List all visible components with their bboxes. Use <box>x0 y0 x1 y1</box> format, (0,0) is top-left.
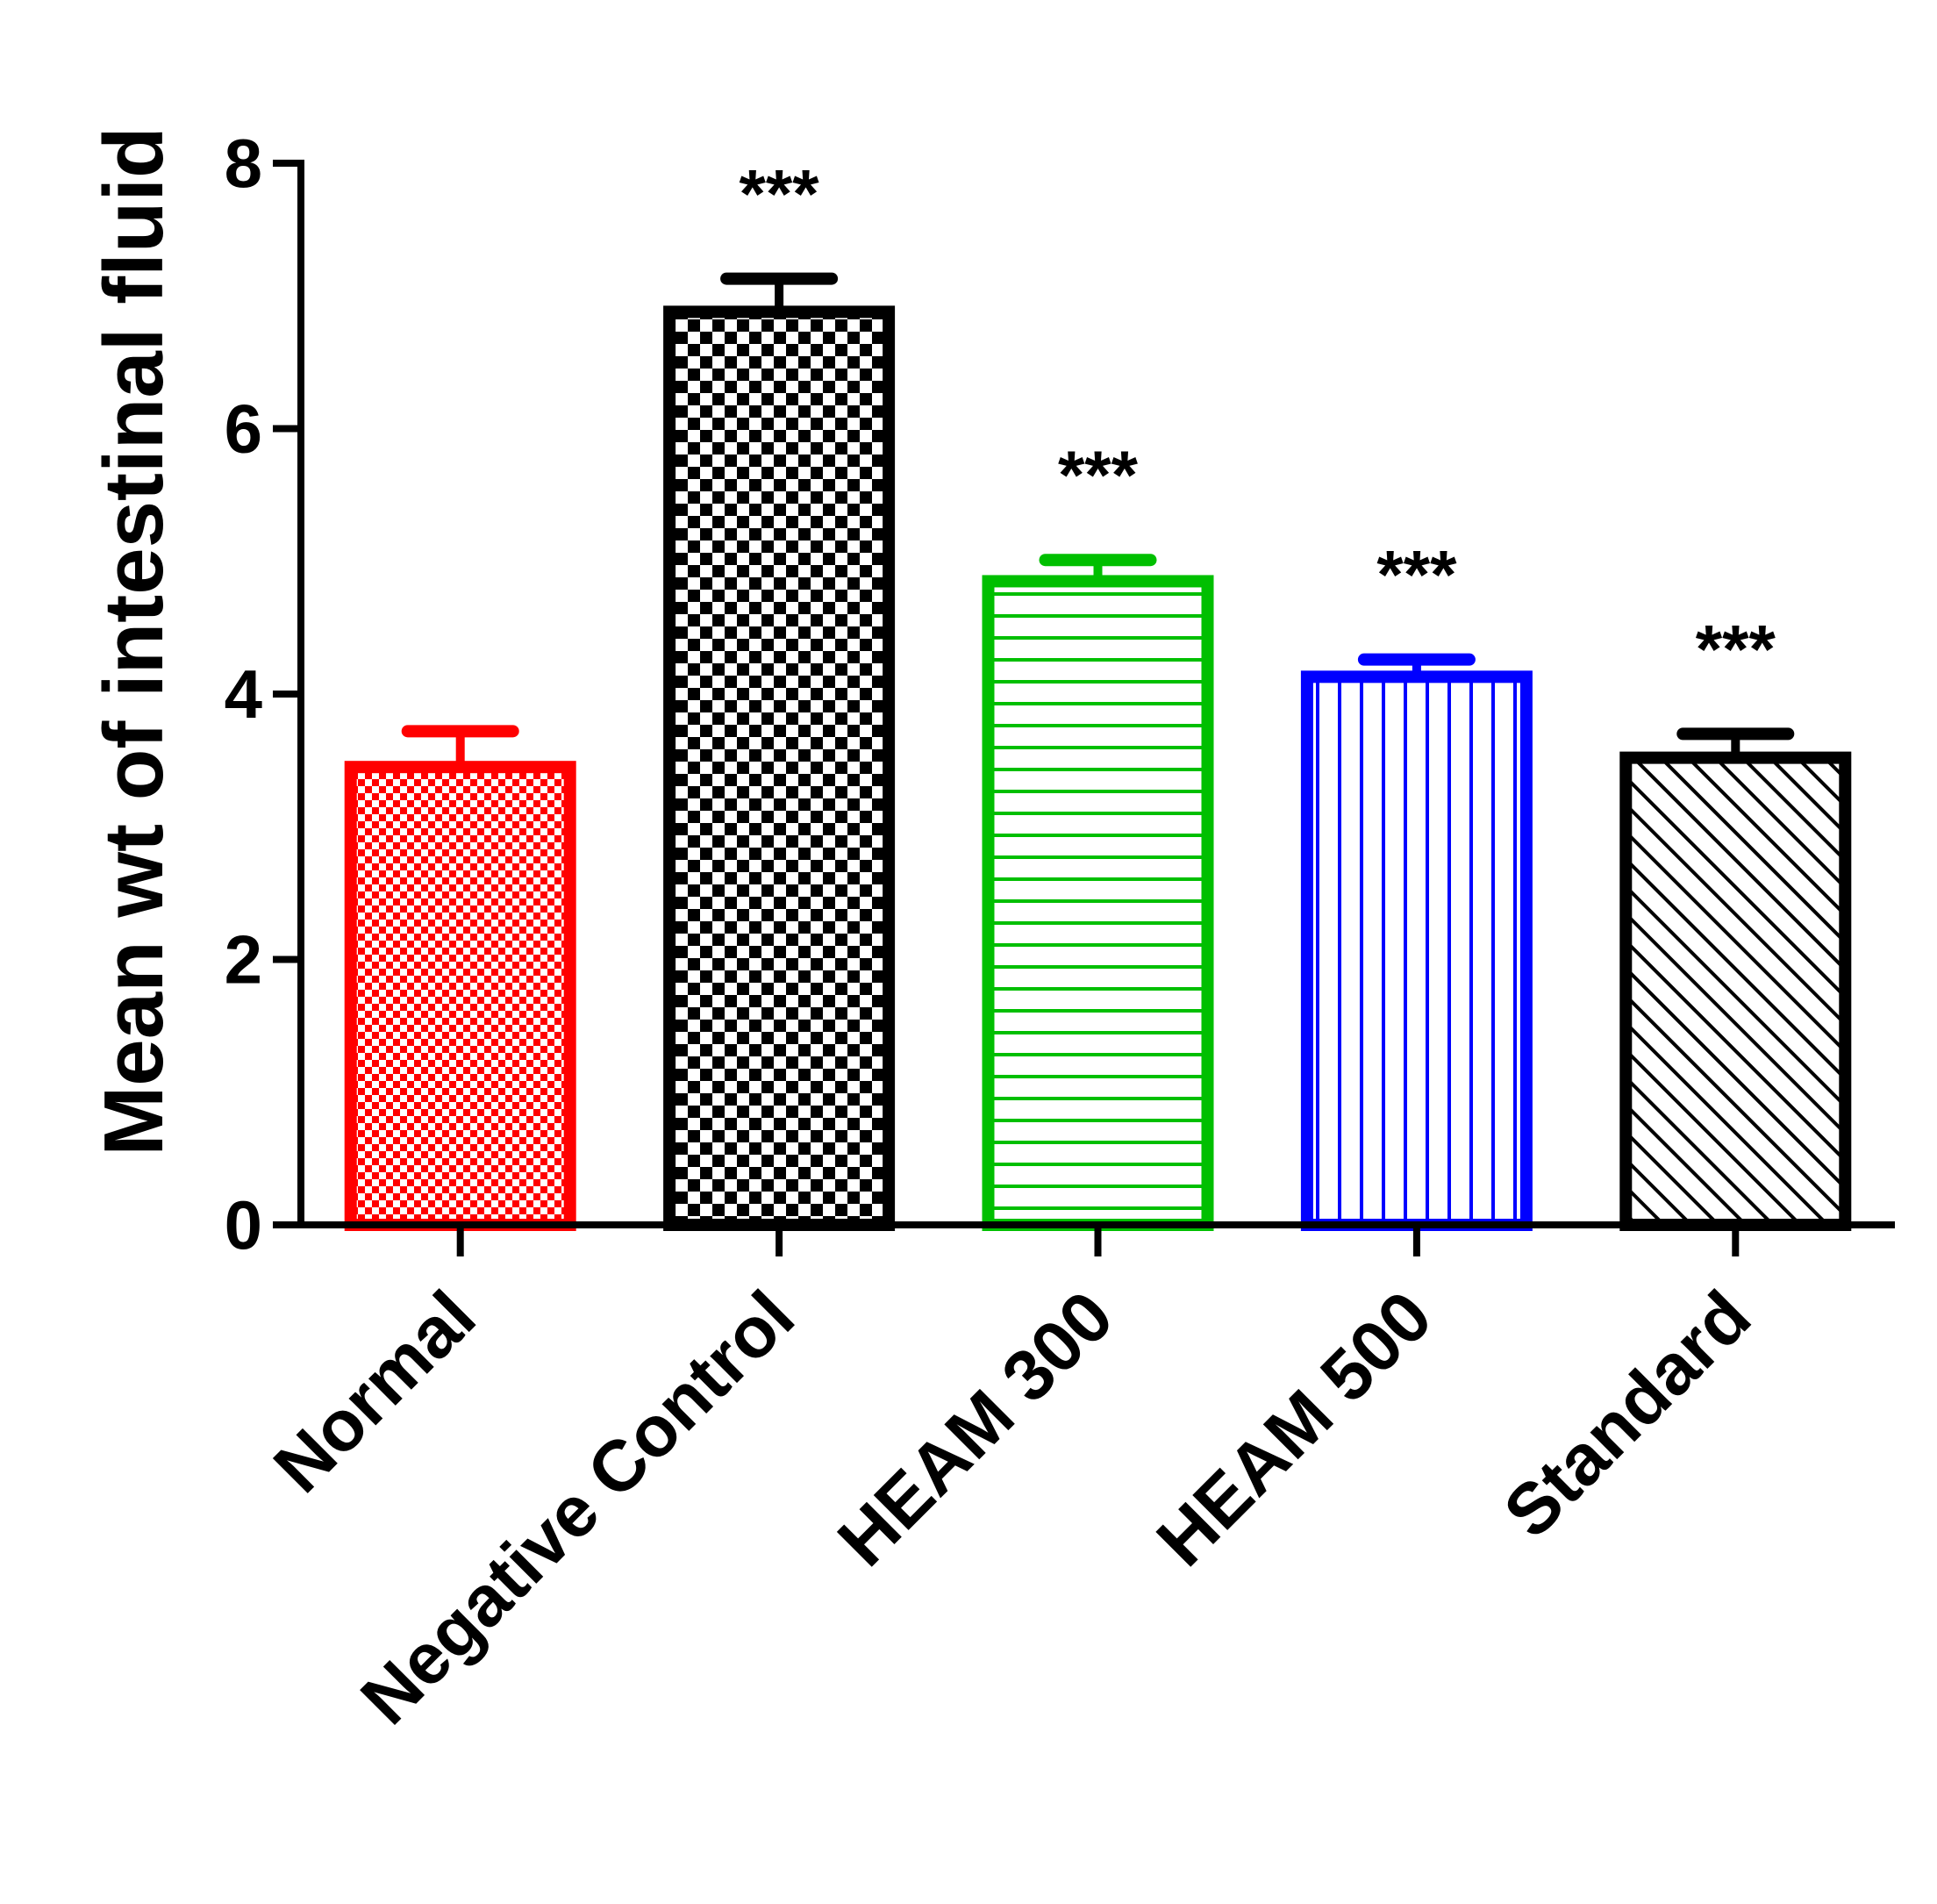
y-tick-label: 6 <box>225 390 262 468</box>
category-label: HEAM 300 <box>823 1276 1128 1581</box>
category-label: HEAM 500 <box>1142 1276 1447 1581</box>
y-tick-label: 0 <box>225 1186 262 1263</box>
x-ticks-group <box>456 1225 1740 1256</box>
y-tick-label: 8 <box>225 125 262 202</box>
y-axis-title: Mean wt of intestinal fluid <box>87 126 181 1156</box>
significance-label: *** <box>740 155 820 233</box>
y-tick-label: 4 <box>225 655 262 733</box>
category-label: Standard <box>1489 1276 1766 1553</box>
error-bars-group <box>401 272 1795 768</box>
bar-negative-control <box>663 305 896 1231</box>
bar-heam-500 <box>1300 670 1533 1231</box>
bar-normal <box>344 761 576 1231</box>
significance-label: *** <box>1376 536 1457 613</box>
significance-label: *** <box>1058 436 1139 513</box>
bar-heam-300 <box>982 575 1214 1231</box>
y-ticks-group: 0 2 4 6 8 <box>225 125 301 1263</box>
significance-annotations: *** *** *** *** <box>740 155 1776 688</box>
category-label: Normal <box>259 1276 490 1507</box>
significance-label: *** <box>1696 610 1776 687</box>
y-tick-label: 2 <box>225 921 262 999</box>
bar-standard <box>1619 751 1852 1231</box>
